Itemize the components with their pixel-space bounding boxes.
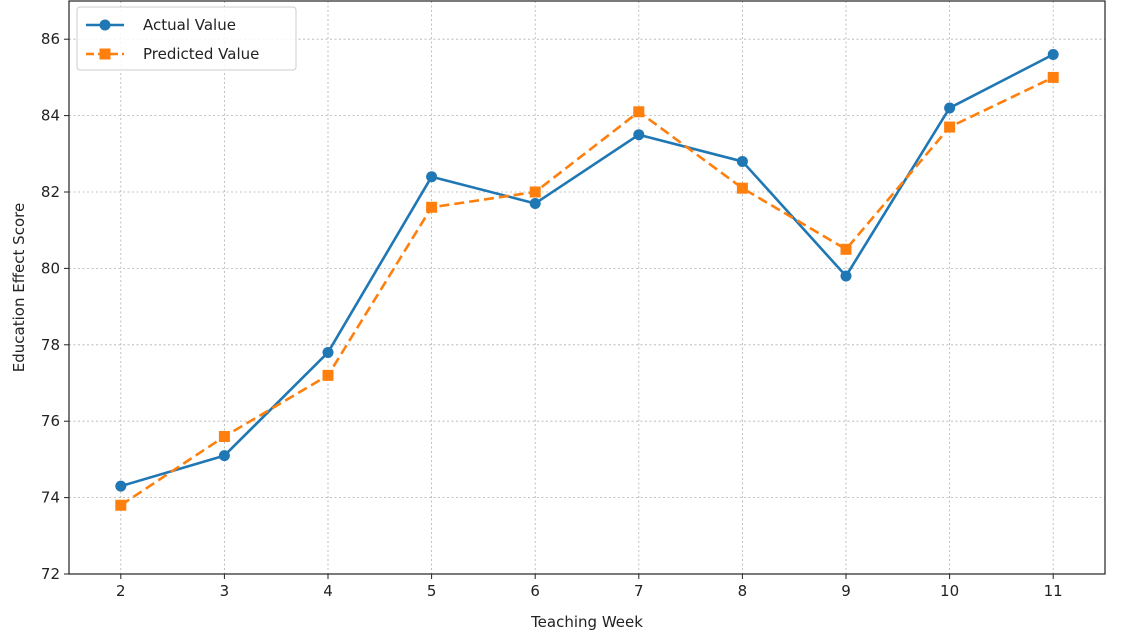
x-tick-label: 5 [427, 582, 437, 600]
data-point [736, 155, 748, 167]
y-tick-label: 78 [41, 336, 60, 354]
data-point [218, 450, 230, 462]
x-tick-label: 8 [738, 582, 748, 600]
series-group [115, 48, 1059, 511]
x-tick-label: 7 [634, 582, 644, 600]
data-point [944, 121, 956, 133]
y-tick-label: 74 [41, 489, 60, 507]
data-point [840, 243, 852, 255]
legend-label: Predicted Value [143, 45, 259, 63]
legend-box [76, 6, 297, 71]
data-point [1047, 71, 1059, 83]
data-point [736, 182, 748, 194]
plot-frame [68, 0, 1106, 575]
series-actual-value [115, 48, 1059, 492]
data-point [218, 430, 230, 442]
y-tick-label: 82 [41, 183, 60, 201]
legend: Actual Value Predicted Value [76, 6, 297, 71]
legend-label: Actual Value [143, 16, 236, 34]
x-tick-label: 9 [841, 582, 851, 600]
data-point [944, 102, 956, 114]
x-tick-label: 6 [530, 582, 540, 600]
x-tick-label: 2 [116, 582, 126, 600]
series-line [120, 76, 1054, 507]
x-tick-label: 3 [220, 582, 230, 600]
data-point [426, 201, 438, 213]
y-tick-label: 86 [41, 30, 60, 48]
x-tick-label: 4 [323, 582, 333, 600]
data-point [840, 270, 852, 282]
x-tick-label: 10 [940, 582, 959, 600]
x-tick-label: 11 [1044, 582, 1063, 600]
legend-marker [99, 19, 111, 31]
data-point [633, 106, 645, 118]
series-predicted-value [115, 71, 1059, 511]
y-tick-label: 80 [41, 259, 60, 277]
y-tick-label: 84 [41, 107, 60, 125]
data-point [322, 346, 334, 358]
series-line [120, 53, 1054, 488]
data-point [115, 480, 127, 492]
data-point [633, 129, 645, 141]
x-axis-label: Teaching Week [530, 613, 643, 631]
y-tick-label: 72 [41, 565, 60, 583]
data-point [529, 186, 541, 198]
legend-marker [99, 48, 111, 60]
y-axis-label: Education Effect Score [10, 203, 28, 372]
data-point [426, 171, 438, 183]
y-tick-label: 76 [41, 412, 60, 430]
data-point [529, 197, 541, 209]
data-point [322, 369, 334, 381]
grid [69, 1, 1105, 575]
data-point [115, 499, 127, 511]
data-point [1047, 48, 1059, 60]
